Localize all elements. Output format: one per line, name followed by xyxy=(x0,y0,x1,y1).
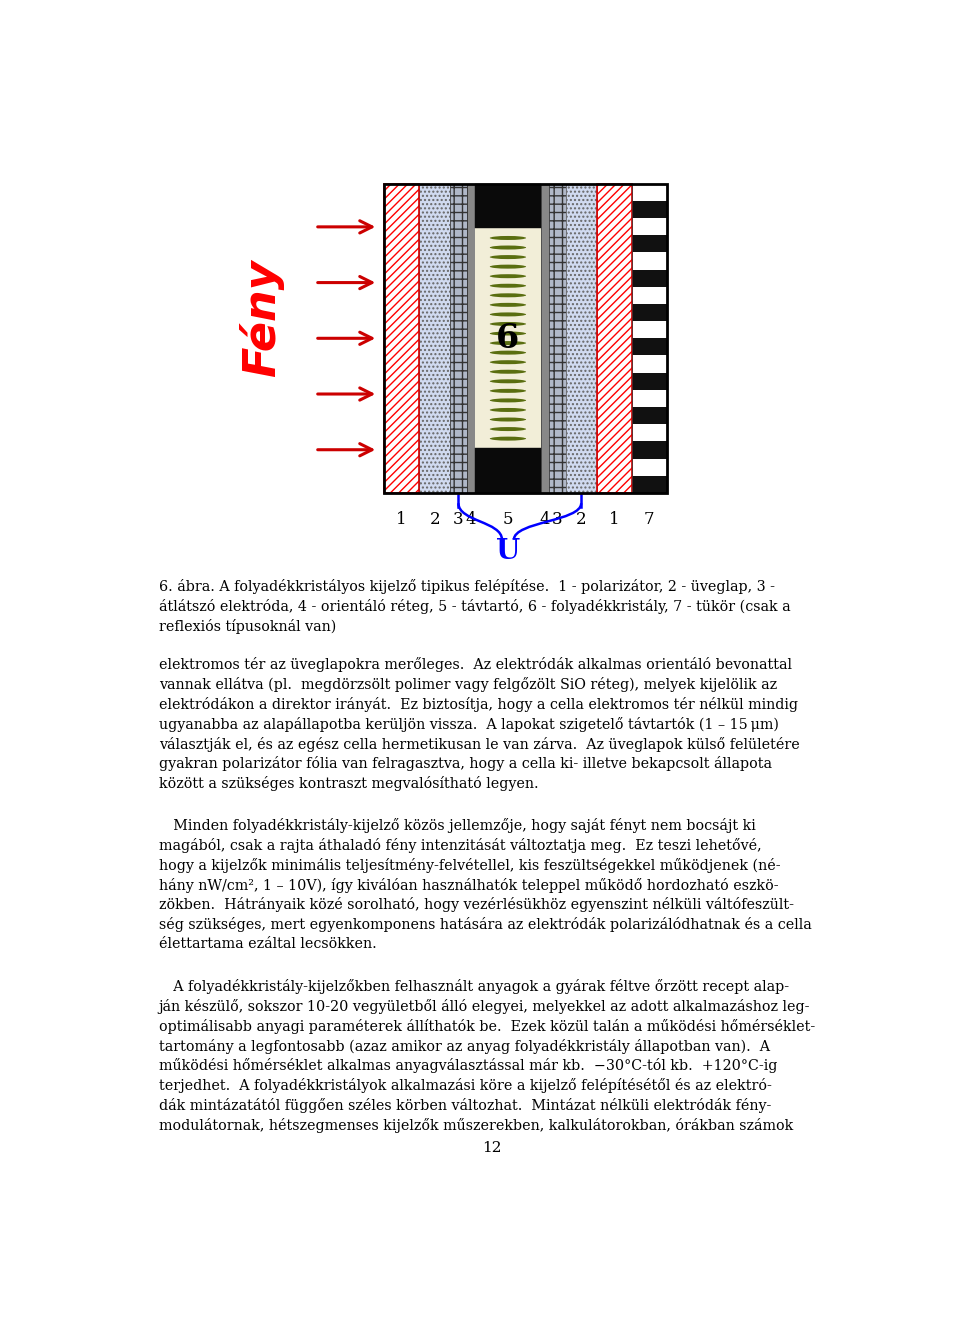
Text: 4: 4 xyxy=(466,511,476,529)
Bar xyxy=(632,476,667,493)
Bar xyxy=(632,235,667,252)
Ellipse shape xyxy=(490,245,526,249)
Bar xyxy=(540,183,549,493)
Text: ugyanabba az alapállapotba kerüljön vissza.  A lapokat szigetelő távtartók (1 – : ugyanabba az alapállapotba kerüljön viss… xyxy=(158,717,779,731)
Ellipse shape xyxy=(490,256,526,260)
Ellipse shape xyxy=(490,380,526,384)
Text: 7: 7 xyxy=(644,511,655,529)
Bar xyxy=(475,183,540,228)
Text: elektromos tér az üveglapokra merőleges.  Az elektródák alkalmas orientáló bevon: elektromos tér az üveglapokra merőleges.… xyxy=(158,658,792,672)
Bar xyxy=(632,390,667,407)
Text: 2: 2 xyxy=(576,511,587,529)
Bar xyxy=(632,356,667,373)
Text: átlátszó elektróda, 4 - orientáló réteg, 5 - távtartó, 6 - folyadékkristály, 7 -: átlátszó elektróda, 4 - orientáló réteg,… xyxy=(158,600,790,614)
Text: modulátornak, hétszegmenses kijelzők műszerekben, kalkulátorokban, órákban számo: modulátornak, hétszegmenses kijelzők műs… xyxy=(158,1118,793,1132)
Ellipse shape xyxy=(490,370,526,374)
Text: 3: 3 xyxy=(453,511,464,529)
Bar xyxy=(632,459,667,476)
Text: hány nW/cm², 1 – 10V), így kiválóan használhatók teleppel működő hordozható eszk: hány nW/cm², 1 – 10V), így kiválóan hasz… xyxy=(158,878,779,892)
Ellipse shape xyxy=(490,283,526,287)
Ellipse shape xyxy=(490,303,526,307)
Bar xyxy=(632,442,667,459)
Text: 6: 6 xyxy=(496,322,519,355)
Ellipse shape xyxy=(490,312,526,316)
Text: 5: 5 xyxy=(503,511,514,529)
Ellipse shape xyxy=(490,265,526,269)
Bar xyxy=(632,373,667,390)
Text: vannak ellátva (pl.  megdörzsölt polimer vagy felgőzölt ​SiO réteg), melyek kije: vannak ellátva (pl. megdörzsölt polimer … xyxy=(158,677,777,692)
Bar xyxy=(632,287,667,304)
Ellipse shape xyxy=(490,360,526,364)
Text: választják el, és az egész cella hermetikusan le van zárva.  Az üveglapok külső : választják el, és az egész cella hermeti… xyxy=(158,737,800,751)
Text: Minden folyadékkristály-kijelző közös jellemzője, hogy saját fényt nem bocsájt k: Minden folyadékkristály-kijelző közös je… xyxy=(158,818,756,833)
Text: 1: 1 xyxy=(609,511,619,529)
Bar xyxy=(549,183,565,493)
Bar xyxy=(475,228,540,448)
Text: U: U xyxy=(495,539,520,565)
Ellipse shape xyxy=(490,418,526,422)
Bar xyxy=(475,448,540,493)
Text: 4: 4 xyxy=(540,511,550,529)
Bar xyxy=(632,407,667,424)
Ellipse shape xyxy=(490,322,526,326)
Ellipse shape xyxy=(490,294,526,298)
Bar xyxy=(632,339,667,356)
Bar xyxy=(597,183,632,493)
Text: ség szükséges, mert egyenkomponens hatására az elektródák polarizálódhatnak és a: ség szükséges, mert egyenkomponens hatás… xyxy=(158,917,811,932)
Bar xyxy=(632,200,667,217)
Bar xyxy=(632,322,667,339)
Bar xyxy=(632,304,667,322)
Bar xyxy=(420,183,450,493)
Ellipse shape xyxy=(490,389,526,393)
Bar xyxy=(565,183,597,493)
Text: A folyadékkristály-kijelzőkben felhasznált anyagok a gyárak féltve őrzött recept: A folyadékkristály-kijelzőkben felhaszná… xyxy=(158,979,789,994)
Text: 1: 1 xyxy=(396,511,407,529)
Text: Fény: Fény xyxy=(239,260,284,377)
Bar xyxy=(384,183,667,493)
Bar xyxy=(632,217,667,235)
Text: gyakran polarizátor fólia van felragasztva, hogy a cella ki- illetve bekapcsolt : gyakran polarizátor fólia van felragaszt… xyxy=(158,757,772,771)
Bar xyxy=(597,183,632,493)
Text: zökben.  Hátrányaik közé sorolható, hogy vezérlésükhöz egyenszint nélküli váltóf: zökben. Hátrányaik közé sorolható, hogy … xyxy=(158,898,794,912)
Text: magából, csak a rajta áthaladó fény intenzitását változtatja meg.  Ez teszi lehe: magából, csak a rajta áthaladó fény inte… xyxy=(158,838,761,853)
Bar xyxy=(632,269,667,287)
Text: ján készülő, sokszor 10-20 vegyületből álló elegyei, melyekkel az adott alkalmaz: ján készülő, sokszor 10-20 vegyületből á… xyxy=(158,999,810,1014)
Text: élettartama ezáltal lecsökken.: élettartama ezáltal lecsökken. xyxy=(158,937,376,952)
Text: reflexiós típusoknál van): reflexiós típusoknál van) xyxy=(158,619,336,634)
Bar xyxy=(450,183,467,493)
Text: dák mintázatától függően széles körben változhat.  Mintázat nélküli elektródák f: dák mintázatától függően széles körben v… xyxy=(158,1098,771,1112)
Text: 3: 3 xyxy=(552,511,563,529)
Ellipse shape xyxy=(490,398,526,402)
Ellipse shape xyxy=(490,332,526,336)
Bar xyxy=(632,183,667,200)
Ellipse shape xyxy=(490,427,526,431)
Text: terjedhet.  A folyadékkristályok alkalmazási köre a kijelző felépítésétől és az : terjedhet. A folyadékkristályok alkalmaz… xyxy=(158,1078,772,1093)
Ellipse shape xyxy=(490,409,526,413)
Text: 2: 2 xyxy=(429,511,440,529)
Ellipse shape xyxy=(490,351,526,355)
Ellipse shape xyxy=(490,341,526,345)
Ellipse shape xyxy=(490,236,526,240)
Ellipse shape xyxy=(490,274,526,278)
Text: optimálisabb anyagi paraméterek állíthatók be.  Ezek közül talán a működési hőmé: optimálisabb anyagi paraméterek állíthat… xyxy=(158,1019,815,1033)
Bar xyxy=(632,183,667,493)
Bar xyxy=(384,183,420,493)
Text: hogy a kijelzők minimális teljesítmény-felvétellel, kis feszültségekkel működjen: hogy a kijelzők minimális teljesítmény-f… xyxy=(158,858,780,873)
Bar xyxy=(632,424,667,442)
Text: tartomány a legfontosabb (azaz amikor az anyag folyadékkristály állapotban van).: tartomány a legfontosabb (azaz amikor az… xyxy=(158,1039,770,1053)
Text: elektródákon a direktor irányát.  Ez biztosítja, hogy a cella elektromos tér nél: elektródákon a direktor irányát. Ez bizt… xyxy=(158,697,798,712)
Bar xyxy=(467,183,475,493)
Text: 6. ábra. A folyadékkristályos kijelző tipikus felépítése.  1 - polarizátor, 2 - : 6. ábra. A folyadékkristályos kijelző ti… xyxy=(158,580,775,594)
Bar xyxy=(384,183,420,493)
Bar xyxy=(632,252,667,269)
Text: 12: 12 xyxy=(482,1141,502,1155)
Text: működési hőmérséklet alkalmas anyagválasztással már kb.  −30°C-tól kb.  +120°C-i: működési hőmérséklet alkalmas anyagválas… xyxy=(158,1058,777,1073)
Ellipse shape xyxy=(490,436,526,440)
Text: között a szükséges kontraszt megvalósítható legyen.: között a szükséges kontraszt megvalósíth… xyxy=(158,776,539,791)
